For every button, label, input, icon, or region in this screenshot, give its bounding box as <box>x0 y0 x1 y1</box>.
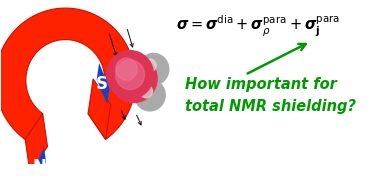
Circle shape <box>107 51 153 99</box>
Polygon shape <box>34 147 46 176</box>
Polygon shape <box>97 63 110 104</box>
Polygon shape <box>88 79 111 139</box>
Text: $\boldsymbol{\sigma} = \boldsymbol{\sigma}^\mathrm{dia} + \boldsymbol{\sigma}_\r: $\boldsymbol{\sigma} = \boldsymbol{\sigm… <box>176 14 340 39</box>
Circle shape <box>138 54 169 85</box>
Text: N: N <box>33 158 47 176</box>
Circle shape <box>116 58 137 80</box>
Circle shape <box>140 85 153 98</box>
Polygon shape <box>25 114 48 172</box>
Text: S: S <box>96 75 108 93</box>
Text: total NMR shielding?: total NMR shielding? <box>185 99 356 114</box>
Polygon shape <box>0 8 135 139</box>
Text: How important for: How important for <box>185 77 337 92</box>
Circle shape <box>135 79 165 111</box>
Circle shape <box>110 54 157 103</box>
Circle shape <box>116 60 144 90</box>
Circle shape <box>144 59 156 72</box>
